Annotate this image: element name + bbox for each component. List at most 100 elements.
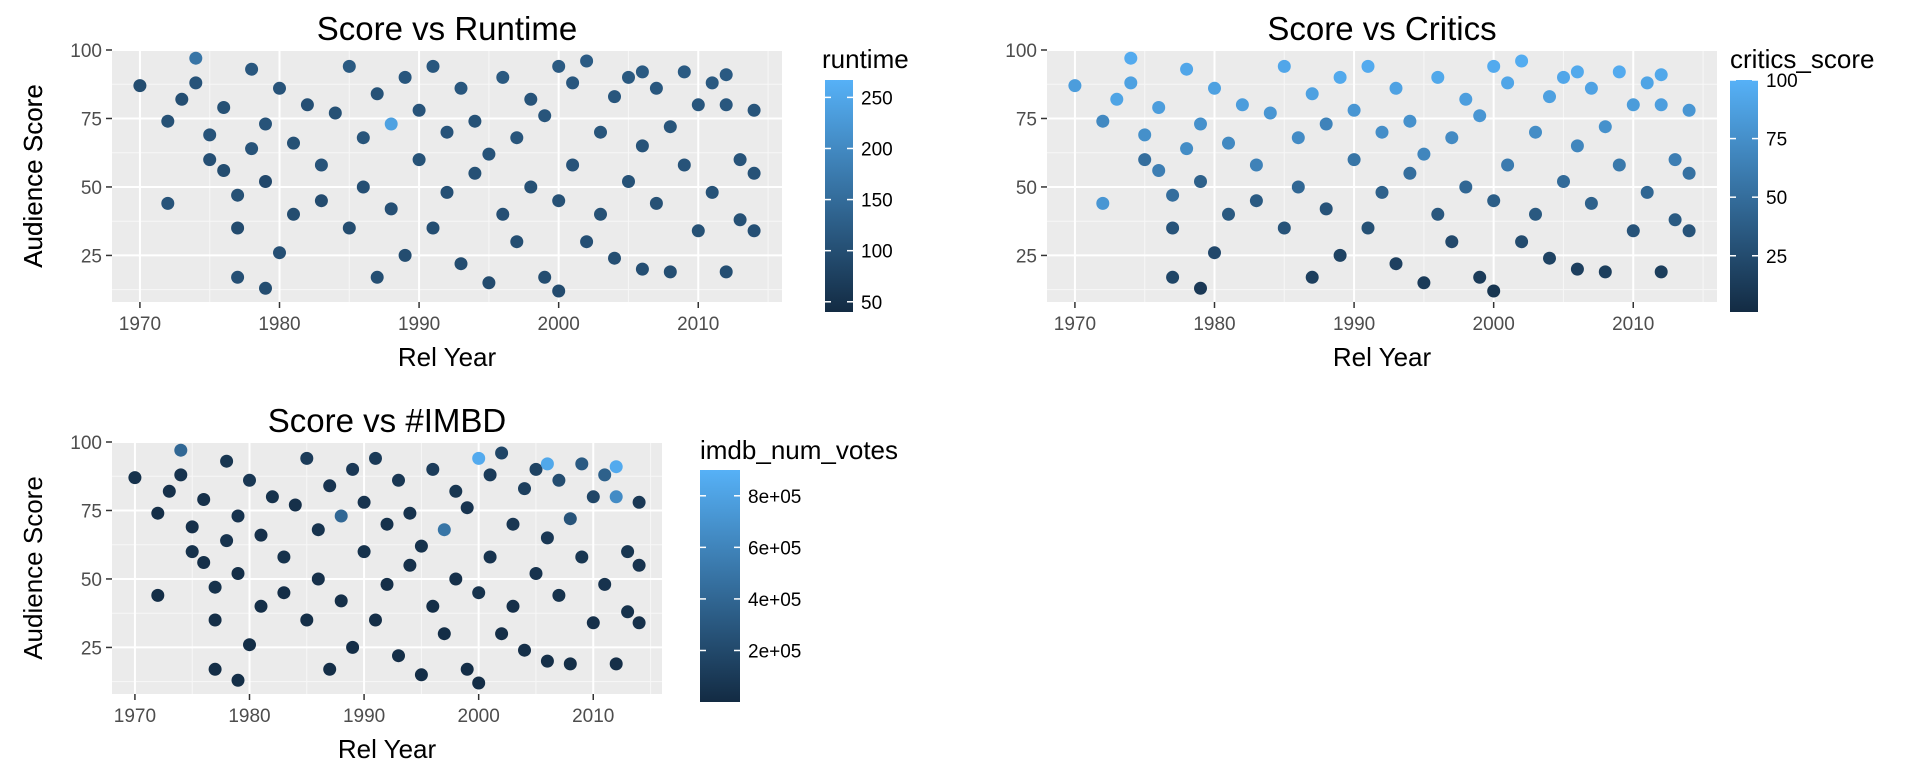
y-tick-label: 50 xyxy=(81,570,102,591)
data-point xyxy=(1626,224,1640,238)
data-point xyxy=(1235,98,1249,112)
data-point xyxy=(1389,257,1403,271)
colorbar xyxy=(1730,80,1758,312)
data-point xyxy=(259,175,272,188)
data-point xyxy=(254,528,268,542)
data-point xyxy=(518,643,531,657)
data-point xyxy=(189,76,203,90)
data-point xyxy=(580,235,594,249)
data-point xyxy=(254,599,268,613)
data-point xyxy=(495,627,509,641)
data-point xyxy=(1403,114,1417,128)
data-point xyxy=(370,270,384,284)
data-point xyxy=(594,125,607,139)
data-point xyxy=(1682,103,1696,117)
data-point xyxy=(496,70,510,84)
data-point xyxy=(1501,76,1515,90)
data-point xyxy=(1417,276,1431,290)
x-tick-label: 2010 xyxy=(1612,314,1654,335)
data-point xyxy=(552,473,566,487)
x-tick-label: 1970 xyxy=(114,706,156,727)
data-point xyxy=(412,103,426,117)
data-point xyxy=(231,270,245,284)
legend-title: imdb_num_votes xyxy=(700,435,898,465)
data-point xyxy=(1291,180,1305,194)
data-point xyxy=(621,545,635,559)
data-point xyxy=(1417,147,1431,161)
data-point xyxy=(1166,188,1180,202)
data-point xyxy=(259,281,272,295)
data-point xyxy=(1543,90,1556,104)
data-point xyxy=(1431,207,1445,221)
data-point xyxy=(691,98,705,112)
data-point xyxy=(392,649,405,663)
data-point xyxy=(426,462,440,476)
data-point xyxy=(468,166,482,180)
data-point xyxy=(563,512,577,526)
data-point xyxy=(449,484,463,498)
x-tick-label: 1970 xyxy=(1054,314,1096,335)
data-point xyxy=(622,175,635,188)
data-point xyxy=(1305,87,1319,101)
data-point xyxy=(174,443,188,457)
data-point xyxy=(518,482,531,496)
data-point xyxy=(586,616,600,630)
data-point xyxy=(563,657,577,671)
data-point xyxy=(403,506,417,520)
data-point xyxy=(1654,68,1668,82)
x-tick-label: 1980 xyxy=(258,314,300,335)
data-point xyxy=(277,550,291,564)
data-point xyxy=(161,114,175,128)
data-point xyxy=(1668,153,1682,167)
data-point xyxy=(524,92,538,106)
data-point xyxy=(1515,54,1529,68)
data-point xyxy=(151,506,165,520)
data-point xyxy=(1347,103,1361,117)
data-point xyxy=(208,662,222,676)
data-point xyxy=(288,498,302,512)
data-point xyxy=(1347,153,1361,167)
colorbar-label: 25 xyxy=(1766,247,1787,268)
data-point xyxy=(414,539,428,553)
data-point xyxy=(277,586,291,600)
data-point xyxy=(472,451,486,465)
data-point xyxy=(392,473,405,487)
data-point xyxy=(529,567,543,580)
data-point xyxy=(495,446,509,460)
data-point xyxy=(1222,207,1235,221)
data-point xyxy=(1640,185,1654,199)
data-point xyxy=(243,638,256,652)
data-point xyxy=(575,457,589,471)
data-point xyxy=(598,577,612,591)
data-point xyxy=(1529,207,1542,221)
data-point xyxy=(311,572,325,586)
plot-panel-background xyxy=(1047,50,1717,302)
data-point xyxy=(1138,128,1152,142)
data-point xyxy=(649,196,663,210)
data-point xyxy=(334,594,348,608)
data-point xyxy=(1124,76,1138,90)
colorbar-label: 4e+05 xyxy=(748,590,801,611)
data-point xyxy=(1668,213,1682,227)
plot-panel-background xyxy=(112,50,782,302)
y-tick-label: 100 xyxy=(1005,41,1037,62)
data-point xyxy=(747,166,761,180)
data-point xyxy=(632,558,646,572)
data-point xyxy=(1654,265,1668,279)
data-point xyxy=(622,70,635,84)
y-tick-label: 100 xyxy=(70,433,102,454)
data-point xyxy=(663,265,677,279)
data-point xyxy=(1459,180,1473,194)
x-tick-label: 2010 xyxy=(677,314,719,335)
data-point xyxy=(1166,270,1180,284)
data-point xyxy=(609,490,623,504)
y-axis-title: Audience Score xyxy=(18,84,48,268)
data-point xyxy=(677,158,691,172)
y-tick-label: 50 xyxy=(1016,178,1037,199)
colorbar-label: 200 xyxy=(861,139,893,160)
data-point xyxy=(506,599,520,613)
data-point xyxy=(691,224,705,238)
data-point xyxy=(575,550,589,564)
data-point xyxy=(287,136,300,150)
data-point xyxy=(538,109,552,123)
